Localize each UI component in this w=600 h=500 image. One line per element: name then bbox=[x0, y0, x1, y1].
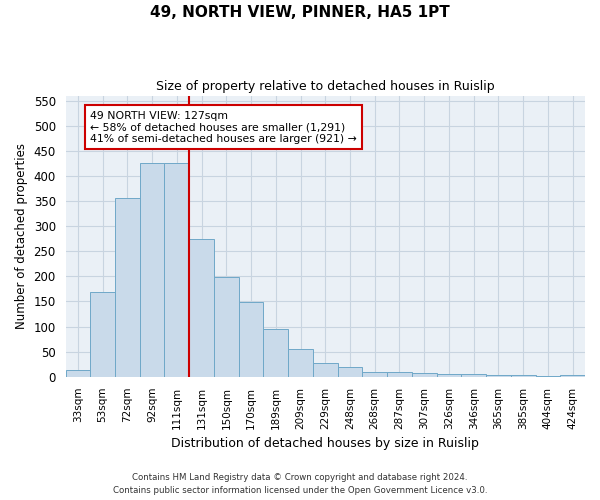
Bar bbox=[486, 376, 511, 377]
Text: 49, NORTH VIEW, PINNER, HA5 1PT: 49, NORTH VIEW, PINNER, HA5 1PT bbox=[150, 5, 450, 20]
Text: 49 NORTH VIEW: 127sqm
← 58% of detached houses are smaller (1,291)
41% of semi-d: 49 NORTH VIEW: 127sqm ← 58% of detached … bbox=[90, 110, 357, 144]
Title: Size of property relative to detached houses in Ruislip: Size of property relative to detached ho… bbox=[156, 80, 494, 93]
Bar bbox=[461, 374, 486, 377]
Bar bbox=[214, 278, 239, 377]
Bar bbox=[189, 238, 214, 377]
Y-axis label: Number of detached properties: Number of detached properties bbox=[15, 143, 28, 329]
Bar bbox=[511, 376, 536, 377]
Bar bbox=[560, 376, 585, 377]
Bar bbox=[164, 164, 189, 377]
Bar bbox=[263, 329, 288, 377]
Bar bbox=[387, 372, 412, 377]
Bar bbox=[437, 374, 461, 377]
Bar bbox=[239, 302, 263, 377]
X-axis label: Distribution of detached houses by size in Ruislip: Distribution of detached houses by size … bbox=[172, 437, 479, 450]
Bar bbox=[65, 370, 90, 377]
Bar bbox=[362, 372, 387, 377]
Bar bbox=[313, 364, 338, 377]
Bar bbox=[288, 349, 313, 377]
Text: Contains HM Land Registry data © Crown copyright and database right 2024.
Contai: Contains HM Land Registry data © Crown c… bbox=[113, 474, 487, 495]
Bar bbox=[412, 373, 437, 377]
Bar bbox=[140, 164, 164, 377]
Bar bbox=[90, 292, 115, 377]
Bar bbox=[115, 198, 140, 377]
Bar bbox=[536, 376, 560, 377]
Bar bbox=[338, 367, 362, 377]
